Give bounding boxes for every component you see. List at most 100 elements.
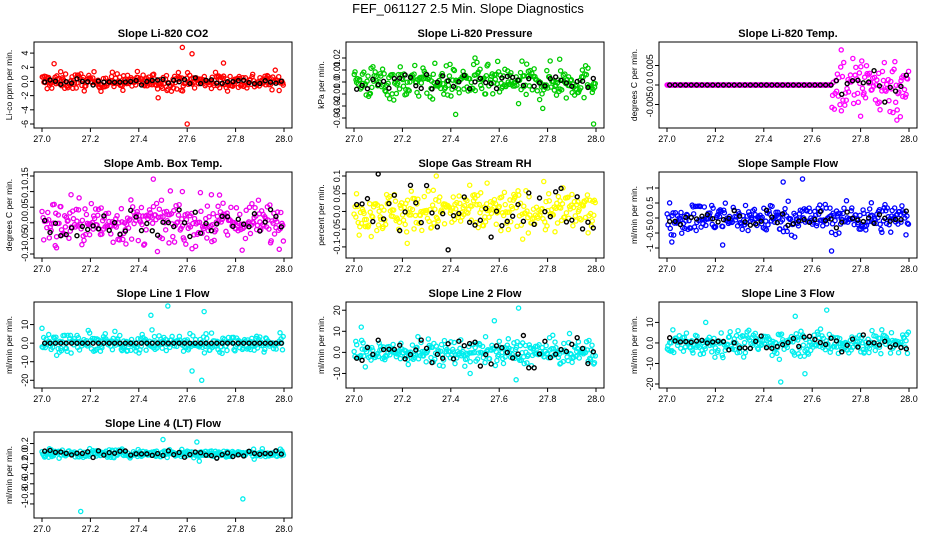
y-tick-label: 0.005 (645, 54, 655, 77)
data-point-reference (171, 451, 177, 458)
data-point (755, 346, 762, 353)
data-point-reference (903, 208, 910, 214)
data-point-reference (456, 338, 462, 344)
data-point-reference (509, 74, 516, 80)
data-point (881, 59, 888, 66)
data-point (872, 97, 879, 103)
data-point (139, 331, 145, 338)
data-point-reference (785, 222, 791, 228)
data-point-reference (165, 340, 172, 346)
data-point-outlier (165, 303, 171, 309)
data-point-reference (504, 349, 510, 356)
y-axis-label: Li-co ppm per min. (4, 50, 14, 120)
data-point (368, 357, 374, 363)
data-point (204, 235, 210, 241)
data-point (426, 74, 432, 81)
data-point (542, 219, 548, 225)
data-point-reference (726, 347, 732, 353)
data-point-reference (165, 219, 172, 226)
data-point-reference (101, 452, 107, 458)
data-point-reference (747, 345, 754, 352)
data-point (51, 201, 57, 208)
data-point (534, 88, 541, 94)
data-point (771, 219, 778, 225)
data-point (769, 203, 775, 210)
data-point (76, 347, 83, 353)
data-point (451, 339, 457, 346)
data-point (587, 356, 594, 363)
data-point-reference (579, 226, 586, 232)
data-point-reference (817, 339, 823, 346)
data-point (159, 235, 166, 242)
data-point-reference (844, 80, 850, 87)
data-point-reference (79, 450, 86, 457)
data-point-reference (106, 340, 112, 346)
data-point (390, 341, 396, 348)
data-point (859, 58, 865, 64)
data-point (897, 113, 904, 120)
data-point (557, 205, 564, 211)
data-point-reference (79, 340, 86, 346)
data-point-reference (111, 79, 118, 85)
data-point (70, 215, 77, 222)
data-point (693, 227, 699, 234)
data-point-reference (779, 341, 786, 348)
data-point (720, 354, 726, 361)
data-point-reference (860, 80, 866, 86)
y-tick-label: 0.0 (20, 217, 30, 230)
data-point-reference (790, 335, 797, 342)
data-point-reference (192, 449, 198, 455)
data-point-reference (531, 83, 537, 89)
y-tick-label: -0.03 (332, 108, 342, 129)
data-point-reference (90, 340, 96, 346)
data-point-reference (214, 340, 220, 346)
data-point (351, 71, 358, 78)
plot-frame (345, 41, 605, 129)
y-tick-label: 0.0 (332, 205, 342, 218)
data-point (586, 337, 592, 344)
x-tick-label: 27.4 (442, 394, 460, 404)
y-tick-label: 0.0 (20, 447, 30, 460)
data-point-reference (208, 340, 215, 346)
data-point (494, 357, 500, 364)
data-point (726, 333, 733, 340)
data-point-reference (806, 219, 813, 226)
data-point-reference (822, 217, 829, 224)
data-point (272, 67, 279, 73)
data-point (411, 71, 417, 77)
x-tick-label: 28.0 (900, 394, 918, 404)
data-point (667, 225, 674, 232)
data-point (563, 95, 570, 101)
x-tick-label: 27.8 (852, 264, 870, 274)
data-point-reference (257, 340, 263, 346)
data-point-reference (871, 340, 877, 346)
data-point (707, 216, 714, 222)
data-point (447, 61, 453, 68)
data-point-outlier (51, 60, 57, 67)
data-point-reference (763, 344, 770, 351)
data-point (413, 219, 419, 226)
x-tick-label: 27.4 (130, 394, 148, 404)
data-point-reference (386, 200, 392, 207)
data-point (363, 216, 370, 223)
data-point-reference (693, 216, 700, 222)
data-point (898, 77, 904, 84)
data-point-reference (758, 218, 764, 224)
data-point-reference (828, 335, 834, 341)
data-point-reference (208, 228, 215, 234)
data-point-reference (111, 219, 118, 226)
data-point-reference (397, 342, 403, 348)
data-point (114, 71, 120, 77)
data-point (706, 334, 713, 341)
data-point-reference (262, 78, 268, 84)
y-tick-label: 0.1 (332, 170, 342, 183)
data-point-reference (219, 340, 225, 346)
data-point (800, 342, 807, 348)
data-point (73, 206, 79, 213)
data-point-reference (122, 340, 129, 346)
data-point (817, 326, 824, 332)
data-point (583, 71, 590, 78)
data-point-reference (509, 213, 516, 219)
data-point (432, 356, 438, 362)
data-point-reference (882, 99, 888, 105)
